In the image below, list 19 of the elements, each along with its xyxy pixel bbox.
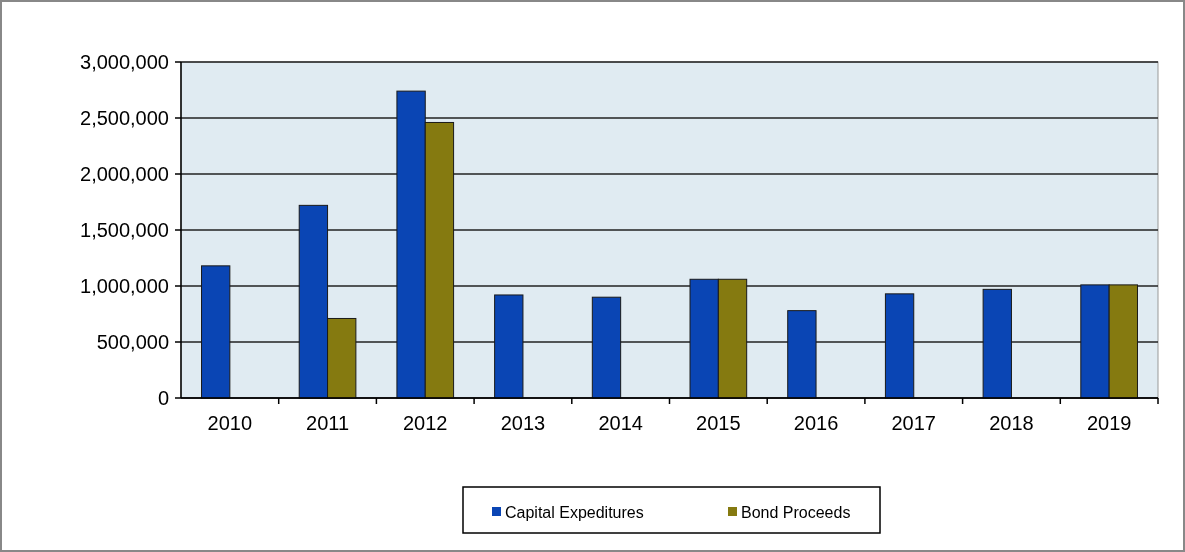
- x-tick-label: 2012: [403, 412, 448, 434]
- x-tick-label: 2010: [207, 412, 253, 434]
- y-tick-label: 0: [157, 387, 169, 409]
- y-tick-label: 2,500,000: [80, 107, 169, 129]
- x-tick-label: 2014: [598, 412, 643, 434]
- x-tick-label: 2011: [306, 412, 350, 434]
- x-tick-label: 2017: [891, 412, 936, 434]
- x-tick-label: 2015: [696, 412, 741, 434]
- x-tick-label: 2016: [793, 412, 839, 434]
- x-tick-label: 2019: [1086, 412, 1132, 434]
- legend-label: Bond Proceeds: [741, 503, 851, 521]
- legend-label: Capital Expeditures: [505, 503, 644, 521]
- x-tick-label: 2018: [989, 412, 1034, 434]
- y-tick-label: 500,000: [96, 331, 169, 353]
- y-tick-label: 2,000,000: [80, 163, 169, 185]
- y-tick-label: 1,500,000: [80, 219, 169, 241]
- y-tick-label: 3,000,000: [80, 51, 169, 73]
- y-tick-label: 1,000,000: [80, 275, 169, 297]
- x-tick-label: 2013: [500, 412, 546, 434]
